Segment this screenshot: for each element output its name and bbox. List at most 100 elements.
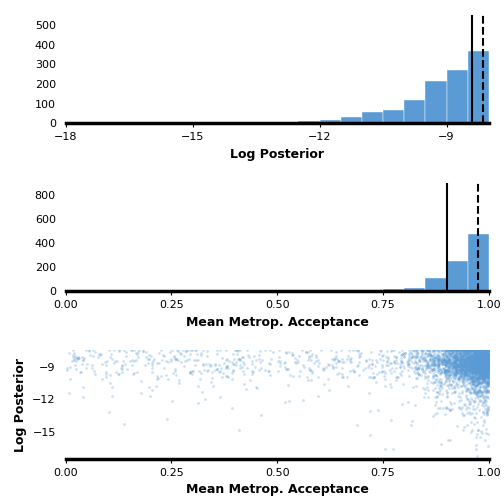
Point bbox=[475, 357, 483, 365]
Point bbox=[480, 346, 488, 354]
Point bbox=[476, 346, 484, 354]
Point bbox=[426, 354, 434, 362]
Point bbox=[482, 425, 490, 433]
Point bbox=[467, 346, 475, 354]
Point bbox=[453, 359, 461, 367]
Point bbox=[442, 372, 450, 381]
Point bbox=[480, 368, 488, 376]
Point bbox=[478, 354, 486, 362]
Point bbox=[483, 361, 491, 369]
Point bbox=[480, 374, 488, 383]
Point bbox=[476, 364, 484, 372]
Point bbox=[76, 368, 84, 376]
Point bbox=[458, 366, 466, 374]
Point bbox=[458, 361, 466, 369]
Point bbox=[471, 362, 479, 370]
Point bbox=[478, 371, 486, 379]
Point bbox=[461, 348, 469, 356]
Point bbox=[455, 354, 463, 362]
Point bbox=[438, 360, 447, 368]
Point bbox=[398, 350, 406, 358]
Point bbox=[461, 353, 469, 361]
Point bbox=[433, 363, 441, 371]
Point bbox=[468, 374, 476, 382]
Point bbox=[474, 367, 482, 375]
Point bbox=[472, 409, 480, 417]
Point bbox=[83, 360, 91, 368]
Point bbox=[483, 361, 491, 369]
Point bbox=[482, 350, 490, 358]
Point bbox=[463, 376, 471, 385]
Point bbox=[481, 364, 489, 372]
Point bbox=[469, 365, 477, 373]
Point bbox=[477, 369, 485, 377]
Point bbox=[447, 350, 455, 358]
Point bbox=[478, 347, 486, 355]
Point bbox=[480, 384, 488, 392]
Point bbox=[275, 353, 283, 361]
Point bbox=[450, 384, 458, 392]
Point bbox=[477, 354, 485, 362]
Point bbox=[483, 379, 491, 387]
Point bbox=[483, 361, 491, 369]
Point bbox=[483, 381, 491, 389]
Point bbox=[465, 346, 473, 354]
Point bbox=[446, 363, 454, 371]
Point bbox=[459, 349, 467, 357]
Point bbox=[478, 352, 486, 360]
Point bbox=[477, 346, 485, 354]
Point bbox=[171, 367, 179, 375]
Point bbox=[332, 352, 340, 360]
Point bbox=[476, 373, 484, 382]
Point bbox=[478, 356, 486, 364]
Point bbox=[446, 368, 454, 376]
Point bbox=[469, 377, 477, 385]
Point bbox=[440, 368, 449, 376]
Point bbox=[473, 360, 481, 368]
Point bbox=[477, 356, 485, 364]
Point bbox=[470, 369, 478, 377]
Point bbox=[484, 365, 492, 373]
Point bbox=[453, 382, 461, 390]
Point bbox=[469, 369, 477, 377]
Point bbox=[380, 372, 388, 381]
Point bbox=[450, 353, 458, 361]
Point bbox=[464, 368, 472, 376]
Point bbox=[433, 388, 442, 396]
Point bbox=[461, 355, 469, 363]
Point bbox=[483, 370, 491, 379]
Point bbox=[482, 357, 490, 365]
Point bbox=[424, 350, 432, 358]
Point bbox=[439, 350, 448, 358]
Point bbox=[485, 358, 493, 366]
Point bbox=[485, 370, 493, 378]
Point bbox=[461, 346, 469, 354]
Point bbox=[434, 367, 442, 375]
Point bbox=[472, 350, 480, 358]
Point bbox=[475, 363, 483, 371]
Point bbox=[478, 368, 486, 376]
Point bbox=[474, 348, 482, 356]
Point bbox=[462, 375, 470, 384]
Point bbox=[484, 373, 492, 381]
Point bbox=[457, 362, 465, 370]
Point bbox=[474, 367, 482, 375]
Point bbox=[363, 363, 371, 371]
Point bbox=[483, 372, 491, 380]
Point bbox=[483, 346, 491, 354]
Point bbox=[419, 367, 427, 375]
Point bbox=[450, 359, 458, 367]
Point bbox=[416, 353, 424, 361]
Point bbox=[435, 356, 443, 364]
Point bbox=[472, 374, 480, 382]
Point bbox=[154, 374, 162, 382]
Point bbox=[474, 363, 482, 371]
Point bbox=[431, 354, 439, 362]
Point bbox=[403, 358, 411, 366]
Point bbox=[484, 381, 492, 389]
Point bbox=[467, 363, 475, 371]
Point bbox=[482, 397, 490, 405]
Point bbox=[474, 346, 482, 354]
Point bbox=[153, 372, 161, 380]
Point bbox=[479, 358, 487, 366]
